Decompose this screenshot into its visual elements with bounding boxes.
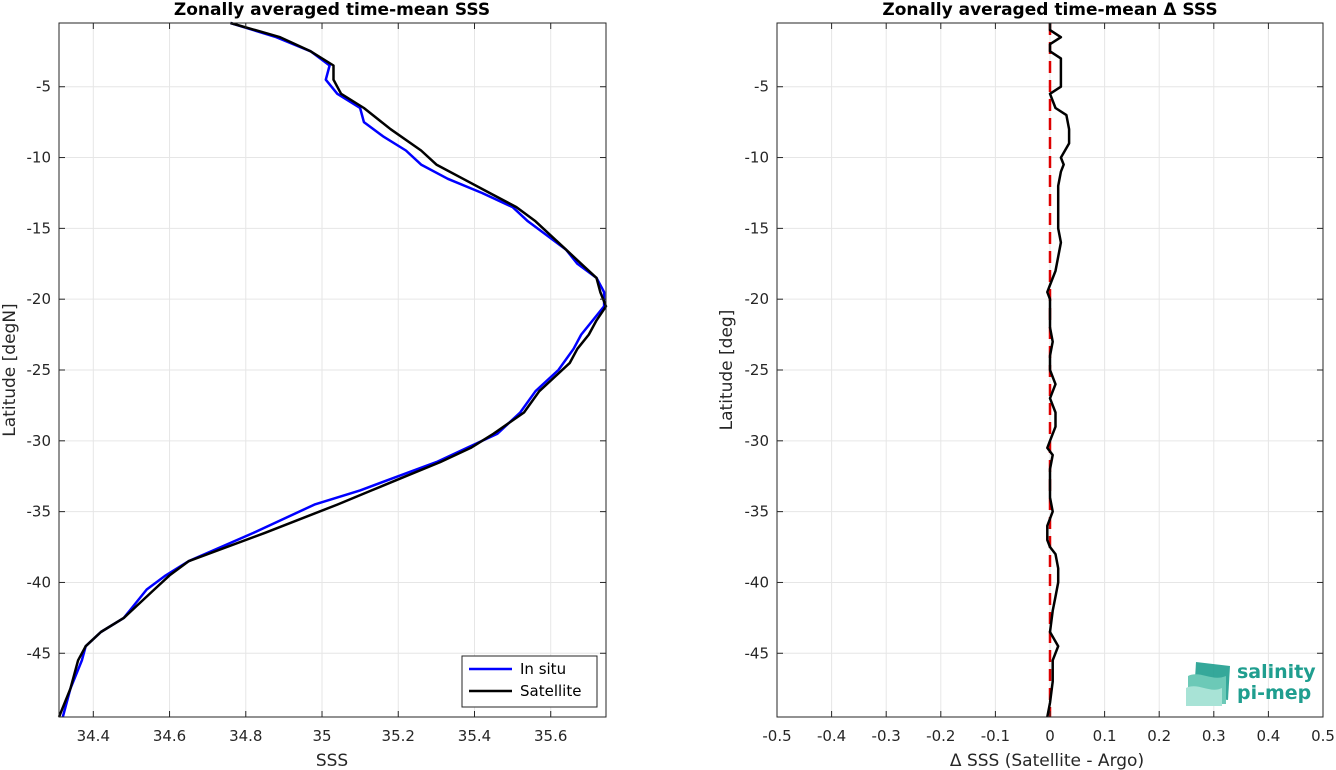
right-xlabel: Δ SSS (Satellite - Argo) xyxy=(950,751,1144,770)
waves-logo-icon xyxy=(1186,662,1230,706)
right-x-tick-label: -0.1 xyxy=(981,727,1010,745)
right-y-tick-label: -10 xyxy=(745,149,770,167)
left-xlabel: SSS xyxy=(316,751,348,770)
right-x-tick-label: -0.4 xyxy=(817,727,846,745)
right-x-tick-label: -0.3 xyxy=(872,727,901,745)
left-y-tick-label: -25 xyxy=(27,361,52,379)
left-y-tick-label: -20 xyxy=(27,290,52,308)
left-grid xyxy=(59,23,606,717)
right-x-tick-label: 0.5 xyxy=(1311,727,1335,745)
right-y-tick-label: -45 xyxy=(745,644,770,662)
right-x-tick-label: 0.1 xyxy=(1093,727,1117,745)
left-y-tick-label: -30 xyxy=(27,432,52,450)
left-x-tick-label: 34.6 xyxy=(153,727,186,745)
right-y-tick-label: -40 xyxy=(745,573,770,591)
right-y-tick-label: -35 xyxy=(745,503,770,521)
right-series-line-0 xyxy=(1046,23,1071,718)
left-y-tick-label: -40 xyxy=(27,573,52,591)
left-ticks: 34.4 34.6 34.8 35 35.2 35.4 35.6 -5 -10 -15 -20 -25… xyxy=(27,23,606,745)
left-series-line-in-situ xyxy=(61,21,606,718)
right-y-tick-label: -30 xyxy=(745,432,770,450)
right-x-tick-label: 0.3 xyxy=(1202,727,1226,745)
left-x-tick-label: 35.2 xyxy=(382,727,415,745)
right-y-tick-label: -5 xyxy=(754,78,769,96)
left-x-tick-label: 34.8 xyxy=(229,727,262,745)
logo-text-pi-mep: pi-mep xyxy=(1237,682,1311,704)
right-x-tick-label: 0 xyxy=(1045,727,1055,745)
salinity-pi-mep-logo: salinity pi-mep xyxy=(1186,661,1316,706)
left-y-tick-label: -15 xyxy=(27,219,52,237)
right-y-tick-label: -25 xyxy=(745,361,770,379)
left-x-tick-label: 35.6 xyxy=(534,727,567,745)
left-panel: 34.4 34.6 34.8 35 35.2 35.4 35.6 -5 -10 -15 -20 -25… xyxy=(0,0,608,770)
left-ylabel: Latitude [degN] xyxy=(0,303,20,436)
right-ylabel: Latitude [deg] xyxy=(717,310,737,431)
right-title: Zonally averaged time-mean Δ SSS xyxy=(882,0,1217,20)
left-y-tick-label: -5 xyxy=(36,78,51,96)
right-panel: -0.5 -0.4 -0.3 -0.2 -0.1 0 0.1 0.2 0.3 0.4 0.5 -5 -1… xyxy=(717,0,1335,770)
left-x-tick-label: 35 xyxy=(312,727,331,745)
legend: In situ Satellite xyxy=(461,655,598,708)
left-series-group xyxy=(57,21,608,718)
right-x-tick-label: -0.5 xyxy=(762,727,791,745)
legend-entry-in-situ: In situ xyxy=(520,660,566,678)
left-series-line-satellite xyxy=(57,21,608,718)
right-y-tick-label: -20 xyxy=(745,290,770,308)
legend-box xyxy=(461,655,598,708)
right-x-tick-label: 0.2 xyxy=(1147,727,1171,745)
left-y-tick-label: -45 xyxy=(27,644,52,662)
right-series-group xyxy=(1046,23,1071,718)
left-y-tick-label: -10 xyxy=(27,149,52,167)
right-y-tick-label: -15 xyxy=(745,219,770,237)
right-x-tick-label: 0.4 xyxy=(1256,727,1280,745)
left-y-tick-label: -35 xyxy=(27,503,52,521)
legend-entry-satellite: Satellite xyxy=(520,682,581,700)
right-ticks: -0.5 -0.4 -0.3 -0.2 -0.1 0 0.1 0.2 0.3 0.4 0.5 -5 -1… xyxy=(745,23,1335,745)
left-title: Zonally averaged time-mean SSS xyxy=(174,0,490,20)
right-x-tick-label: -0.2 xyxy=(926,727,955,745)
logo-text-salinity: salinity xyxy=(1237,661,1316,683)
left-x-tick-label: 34.4 xyxy=(77,727,110,745)
left-x-tick-label: 35.4 xyxy=(458,727,491,745)
